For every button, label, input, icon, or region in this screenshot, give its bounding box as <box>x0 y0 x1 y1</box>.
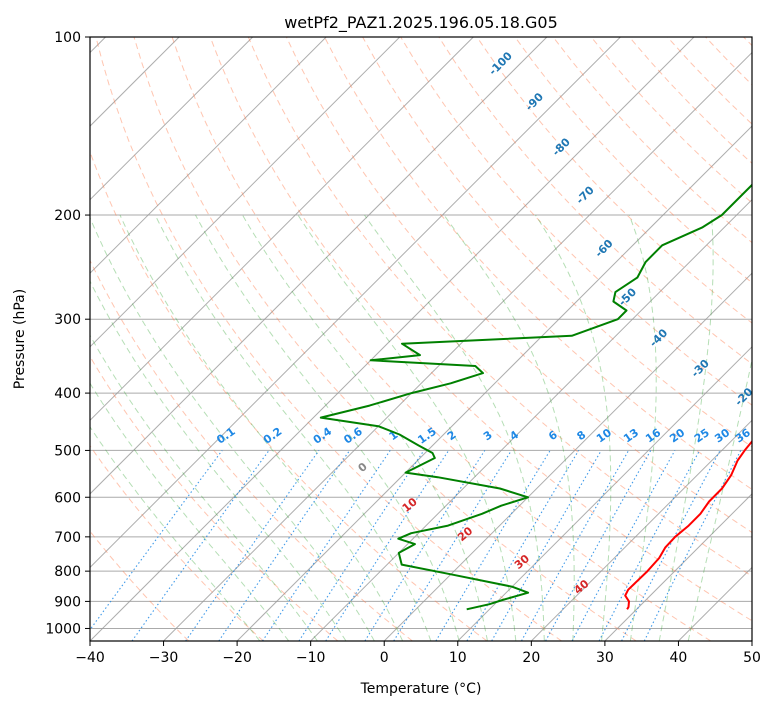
y-tick-label: 900 <box>54 594 81 610</box>
chart-title: wetPf2_PAZ1.2025.196.05.18.G05 <box>284 13 558 33</box>
y-tick-label: 1000 <box>45 621 81 637</box>
mixing-ratio-line <box>262 450 391 641</box>
moist-adiabat-line <box>628 214 657 641</box>
dry-adiabats <box>90 37 752 641</box>
moist-adiabat-line <box>90 426 261 641</box>
x-tick-label: 30 <box>596 650 614 666</box>
temperature-profile <box>624 439 752 610</box>
y-tick-label: 800 <box>54 564 81 580</box>
dry-adiabat-line <box>324 37 752 490</box>
y-tick-label: 400 <box>54 386 81 402</box>
y-tick-label: 300 <box>54 312 81 328</box>
isotherm-line <box>90 37 621 569</box>
x-tick-label: −30 <box>149 650 179 666</box>
moist-adiabat-line <box>242 214 488 641</box>
mixing-ratio-line <box>571 450 676 641</box>
y-tick-label: 100 <box>54 30 81 46</box>
dry-adiabat-line <box>90 355 339 641</box>
dry-adiabat-line <box>209 37 752 622</box>
isotherm-line <box>604 493 752 641</box>
x-tick-label: 0 <box>380 650 389 666</box>
isotherm-line <box>530 419 752 641</box>
isotherm-grid <box>90 37 752 641</box>
isotherm-line <box>90 37 254 201</box>
moist-adiabat-line <box>364 214 545 641</box>
mixing-ratio-line <box>185 450 320 641</box>
moist-adiabat-line <box>90 216 375 641</box>
x-tick-label: 50 <box>743 650 761 666</box>
moist-adiabat-line <box>154 214 432 641</box>
isotherm-line <box>90 37 548 495</box>
y-tick-label: 600 <box>54 490 81 506</box>
isotherm-line <box>236 125 752 641</box>
moist-adiabat-line <box>658 214 714 641</box>
y-tick-label: 200 <box>54 208 81 224</box>
isotherm-line <box>457 346 752 641</box>
plot-frame <box>89 36 753 642</box>
isotherm-line <box>90 37 695 641</box>
mixing-ratio-line <box>90 450 223 631</box>
x-tick-label: 40 <box>670 650 688 666</box>
dry-adiabat-line <box>90 444 264 641</box>
mixing-ratio-line <box>521 450 630 641</box>
dry-adiabat-line <box>285 37 752 534</box>
plot-area <box>90 37 752 641</box>
isotherm-line <box>163 51 752 641</box>
x-tick-label: −40 <box>75 650 105 666</box>
x-tick-label: 10 <box>449 650 467 666</box>
dry-adiabat-line <box>90 259 413 641</box>
isotherm-line <box>90 37 401 348</box>
isotherm-line <box>90 37 474 422</box>
mixing-ratio-line <box>393 450 512 641</box>
dewpoint-profile <box>319 183 752 611</box>
moist-adiabat-line <box>90 280 347 641</box>
dry-adiabat-line <box>247 37 752 577</box>
y-tick-label: 500 <box>54 443 81 459</box>
dry-adiabat-line <box>514 37 752 284</box>
profile-series <box>319 183 752 611</box>
isotherm-line <box>383 272 752 641</box>
x-tick-label: −20 <box>222 650 252 666</box>
mixing-ratio-line <box>131 450 270 641</box>
dry-adiabat-line <box>133 37 637 641</box>
y-tick-label: 700 <box>54 530 81 546</box>
moist-adiabats <box>90 214 752 641</box>
moist-adiabat-line <box>90 334 318 641</box>
mixing-ratio-line <box>298 450 425 641</box>
x-axis-ticks: −40 −30 −20 −10 0 10 20 30 40 50 <box>75 641 761 666</box>
isotherm-line <box>310 198 752 641</box>
dry-adiabat-line <box>171 37 712 641</box>
x-tick-label: −10 <box>296 650 326 666</box>
y-axis-label: Pressure (hPa) <box>12 289 28 389</box>
mixing-ratio-line <box>325 450 450 641</box>
mixing-ratio-line <box>545 450 652 641</box>
x-axis-label: Temperature (°C) <box>360 681 482 697</box>
y-axis-ticks: 100 200 300 400 500 600 700 800 900 1000 <box>45 30 90 637</box>
moist-adiabat-line <box>195 214 460 641</box>
mixing-ratio-line <box>218 450 351 641</box>
moist-adiabat-line <box>119 214 404 641</box>
moist-adiabat-line <box>443 214 575 641</box>
x-tick-label: 20 <box>522 650 540 666</box>
moist-adiabat-line <box>535 214 612 641</box>
isotherm-line <box>90 37 327 274</box>
